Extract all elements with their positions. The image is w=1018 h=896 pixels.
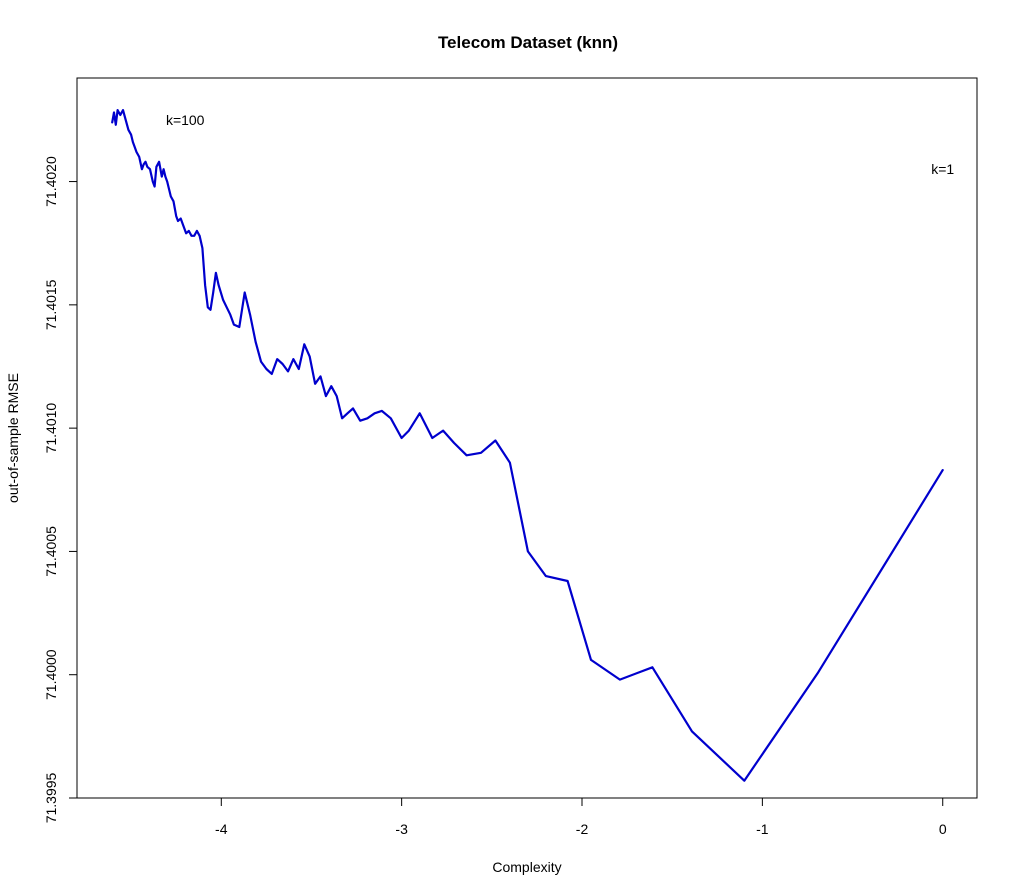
y-axis-label: out-of-sample RMSE: [5, 373, 21, 503]
annotation-label: k=100: [166, 112, 205, 128]
y-axis: 71.3995 71.4000 71.4005 71.4010 71.4015 71.40…: [43, 156, 78, 823]
chart-title: Telecom Dataset (knn): [438, 33, 618, 52]
series-line: [111, 108, 944, 782]
plot-frame: [76, 77, 978, 799]
x-tick-label: -1: [756, 821, 769, 837]
x-axis: -4 -3 -2 -1 0: [215, 797, 947, 837]
x-axis-label: Complexity: [492, 859, 561, 875]
y-tick-label: 71.4020: [43, 156, 59, 207]
annotation-layer: k=100 k=1: [166, 112, 954, 177]
y-tick-label: 71.3995: [43, 772, 59, 823]
x-tick-label: -4: [215, 821, 228, 837]
x-tick-label: -2: [576, 821, 589, 837]
y-tick-label: 71.4010: [43, 403, 59, 454]
y-tick-label: 71.4005: [43, 526, 59, 577]
annotation-label: k=1: [931, 161, 954, 177]
series-layer: [111, 108, 944, 782]
x-tick-label: -3: [395, 821, 408, 837]
x-tick-label: 0: [939, 821, 947, 837]
y-tick-label: 71.4015: [43, 279, 59, 330]
y-tick-label: 71.4000: [43, 649, 59, 700]
